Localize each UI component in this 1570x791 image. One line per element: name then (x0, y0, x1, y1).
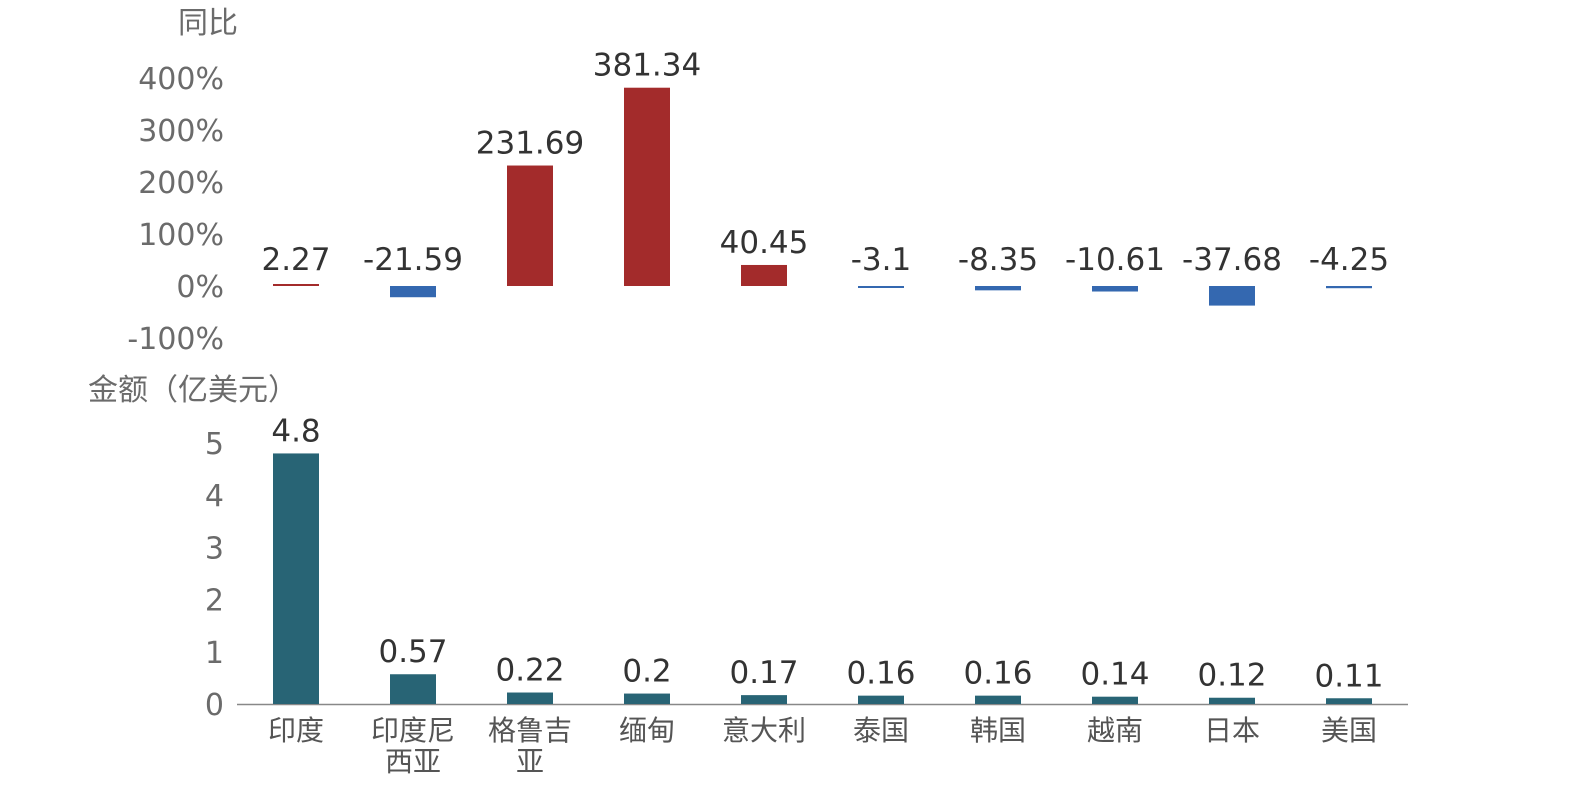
top-y-tick-label: 100% (138, 218, 224, 253)
amount-bar (624, 693, 670, 704)
yoy-data-label: -8.35 (958, 242, 1038, 278)
amount-data-label: 0.14 (1080, 657, 1149, 693)
yoy-bar (741, 264, 787, 286)
amount-data-label: 0.2 (622, 654, 671, 690)
bottom-y-tick-label: 0 (205, 688, 224, 723)
category-label: 泰国 (853, 714, 909, 747)
amount-data-label: 0.16 (846, 656, 915, 692)
yoy-bar (624, 87, 670, 286)
amount-data-label: 0.17 (729, 655, 798, 691)
yoy-data-label: 381.34 (593, 48, 701, 84)
yoy-data-label: -37.68 (1182, 242, 1282, 278)
yoy-bar (975, 286, 1021, 291)
yoy-data-label: 40.45 (720, 225, 809, 261)
yoy-data-label: 231.69 (476, 126, 584, 162)
yoy-bar (507, 165, 553, 286)
amount-bar (507, 692, 553, 704)
amount-data-label: 0.22 (495, 653, 564, 689)
yoy-bar (273, 284, 319, 286)
bottom-y-tick-label: 5 (205, 427, 224, 462)
amount-bar (1326, 698, 1372, 704)
amount-bar (741, 695, 787, 704)
yoy-data-label: -10.61 (1065, 242, 1165, 278)
category-label: 韩国 (970, 714, 1026, 747)
category-label: 西亚 (385, 745, 441, 778)
amount-data-label: 0.16 (963, 656, 1032, 692)
category-label: 日本 (1204, 714, 1260, 747)
yoy-data-label: -21.59 (363, 242, 463, 278)
amount-data-label: 0.12 (1197, 658, 1266, 694)
amount-bar (975, 695, 1021, 704)
amount-data-label: 0.57 (378, 634, 447, 670)
category-label: 越南 (1087, 714, 1143, 747)
top-y-axis-title: 同比 (178, 6, 238, 41)
category-label: 意大利 (722, 714, 806, 747)
amount-data-label: 0.11 (1314, 658, 1383, 694)
category-label: 印度 (268, 714, 324, 747)
bottom-y-tick-label: 3 (205, 531, 224, 566)
category-label: 格鲁吉 (488, 714, 572, 747)
top-y-tick-label: 200% (138, 166, 224, 201)
yoy-data-label: 2.27 (261, 242, 330, 278)
amount-bar (858, 695, 904, 704)
category-label: 亚 (516, 745, 544, 778)
yoy-data-label: -3.1 (851, 242, 912, 278)
bottom-y-tick-label: 2 (205, 584, 224, 619)
category-label: 印度尼 (371, 714, 455, 747)
category-label: 美国 (1321, 714, 1377, 747)
amount-bar (273, 453, 319, 704)
amount-bar (1092, 696, 1138, 704)
bottom-y-tick-label: 4 (205, 479, 224, 514)
top-y-tick-label: -100% (127, 322, 224, 357)
bottom-y-tick-label: 1 (205, 636, 224, 671)
yoy-bar (390, 286, 436, 298)
yoy-bar (858, 286, 904, 288)
top-y-tick-label: 300% (138, 114, 224, 149)
amount-bar (1209, 697, 1255, 704)
amount-data-label: 4.8 (271, 413, 320, 449)
amount-bar (390, 674, 436, 704)
yoy-bar (1209, 286, 1255, 306)
yoy-bar (1092, 286, 1138, 292)
bottom-y-axis-title: 金额（亿美元） (88, 373, 298, 408)
top-y-tick-label: 400% (138, 62, 224, 97)
yoy-bar (1326, 286, 1372, 289)
yoy-data-label: -4.25 (1309, 242, 1389, 278)
category-label: 缅甸 (619, 714, 675, 747)
top-y-tick-label: 0% (176, 270, 224, 305)
